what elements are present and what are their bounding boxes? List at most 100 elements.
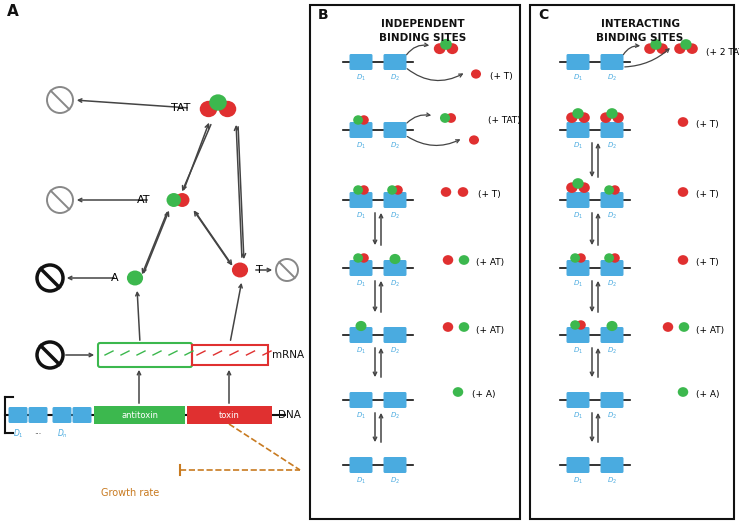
Ellipse shape [393, 185, 403, 195]
Ellipse shape [440, 113, 450, 123]
FancyBboxPatch shape [567, 260, 590, 276]
Text: $D_1$: $D_1$ [356, 279, 366, 289]
Text: antitoxin: antitoxin [121, 410, 158, 420]
FancyBboxPatch shape [601, 457, 624, 473]
FancyBboxPatch shape [567, 327, 590, 343]
Ellipse shape [650, 39, 661, 50]
Text: $D_1$: $D_1$ [356, 211, 366, 221]
Ellipse shape [471, 69, 481, 79]
Ellipse shape [681, 39, 692, 50]
Ellipse shape [440, 187, 452, 197]
Text: A: A [7, 4, 18, 19]
Text: $D_2$: $D_2$ [390, 279, 400, 289]
Text: $D_2$: $D_2$ [390, 476, 400, 486]
Ellipse shape [678, 187, 688, 197]
Ellipse shape [571, 253, 580, 263]
Ellipse shape [175, 193, 189, 207]
Ellipse shape [359, 115, 369, 125]
Text: DNA: DNA [278, 410, 301, 420]
Ellipse shape [606, 108, 618, 119]
FancyBboxPatch shape [350, 327, 372, 343]
Text: $D_2$: $D_2$ [390, 73, 400, 83]
Text: (+ 2 TAT): (+ 2 TAT) [706, 48, 739, 57]
Text: $D_2$: $D_2$ [607, 141, 617, 151]
Ellipse shape [678, 322, 689, 332]
Ellipse shape [387, 185, 397, 195]
Ellipse shape [566, 182, 578, 193]
Ellipse shape [200, 101, 217, 117]
FancyBboxPatch shape [384, 457, 406, 473]
Bar [94, 406, 185, 424]
Ellipse shape [469, 135, 479, 145]
Ellipse shape [440, 39, 452, 50]
Ellipse shape [446, 113, 456, 123]
Ellipse shape [576, 253, 586, 263]
Text: $D_1$: $D_1$ [573, 141, 583, 151]
Ellipse shape [459, 255, 469, 265]
Text: $D_1$: $D_1$ [573, 411, 583, 421]
Ellipse shape [610, 253, 620, 263]
Text: $D_2$: $D_2$ [607, 476, 617, 486]
Ellipse shape [355, 321, 367, 331]
Ellipse shape [459, 322, 469, 332]
FancyBboxPatch shape [350, 392, 372, 408]
Text: $D_2$: $D_2$ [607, 211, 617, 221]
Text: A: A [112, 273, 119, 283]
Text: $D_2$: $D_2$ [390, 141, 400, 151]
Ellipse shape [353, 115, 363, 125]
Text: BINDING SITES: BINDING SITES [379, 33, 466, 43]
Ellipse shape [434, 43, 446, 54]
Text: (+ AT): (+ AT) [696, 325, 724, 334]
Ellipse shape [232, 263, 248, 278]
Text: C: C [538, 8, 548, 22]
Ellipse shape [674, 43, 686, 54]
FancyBboxPatch shape [567, 192, 590, 208]
Text: BINDING SITES: BINDING SITES [596, 33, 684, 43]
Text: (+ T): (+ T) [696, 258, 719, 267]
Text: $D_n$: $D_n$ [57, 427, 67, 440]
Ellipse shape [572, 178, 584, 189]
Text: (+ AT): (+ AT) [476, 325, 504, 334]
FancyBboxPatch shape [384, 327, 406, 343]
Ellipse shape [572, 108, 584, 119]
Text: $D_2$: $D_2$ [607, 73, 617, 83]
Text: (+ A): (+ A) [696, 390, 720, 399]
Text: $D_2$: $D_2$ [607, 279, 617, 289]
FancyBboxPatch shape [384, 392, 406, 408]
FancyBboxPatch shape [567, 122, 590, 138]
Ellipse shape [678, 255, 688, 265]
Bar [310, 5, 520, 519]
Ellipse shape [389, 254, 401, 264]
Text: B: B [318, 8, 329, 22]
FancyBboxPatch shape [601, 260, 624, 276]
FancyBboxPatch shape [72, 407, 92, 423]
Text: $D_1$: $D_1$ [573, 346, 583, 356]
Text: (+ TAT): (+ TAT) [488, 115, 521, 125]
Text: $D_2$: $D_2$ [607, 346, 617, 356]
Text: (+ T): (+ T) [490, 71, 513, 81]
Text: $D_1$: $D_1$ [573, 279, 583, 289]
Text: (+ T): (+ T) [696, 191, 719, 200]
Ellipse shape [127, 270, 143, 286]
Ellipse shape [453, 387, 463, 397]
Ellipse shape [443, 255, 453, 265]
FancyBboxPatch shape [567, 392, 590, 408]
Text: (+ AT): (+ AT) [476, 258, 504, 267]
Text: Growth rate: Growth rate [101, 488, 159, 498]
Text: TAT: TAT [171, 103, 190, 113]
Text: $D_1$: $D_1$ [573, 211, 583, 221]
Ellipse shape [457, 187, 469, 197]
Ellipse shape [579, 112, 590, 123]
Text: $D_2$: $D_2$ [390, 346, 400, 356]
Ellipse shape [353, 185, 363, 195]
FancyBboxPatch shape [601, 122, 624, 138]
FancyBboxPatch shape [384, 260, 406, 276]
Text: $D_2$: $D_2$ [390, 411, 400, 421]
Text: ...: ... [35, 427, 41, 436]
Ellipse shape [566, 112, 578, 123]
Ellipse shape [605, 253, 614, 263]
FancyBboxPatch shape [29, 407, 47, 423]
FancyBboxPatch shape [384, 122, 406, 138]
FancyBboxPatch shape [350, 260, 372, 276]
FancyBboxPatch shape [350, 54, 372, 70]
